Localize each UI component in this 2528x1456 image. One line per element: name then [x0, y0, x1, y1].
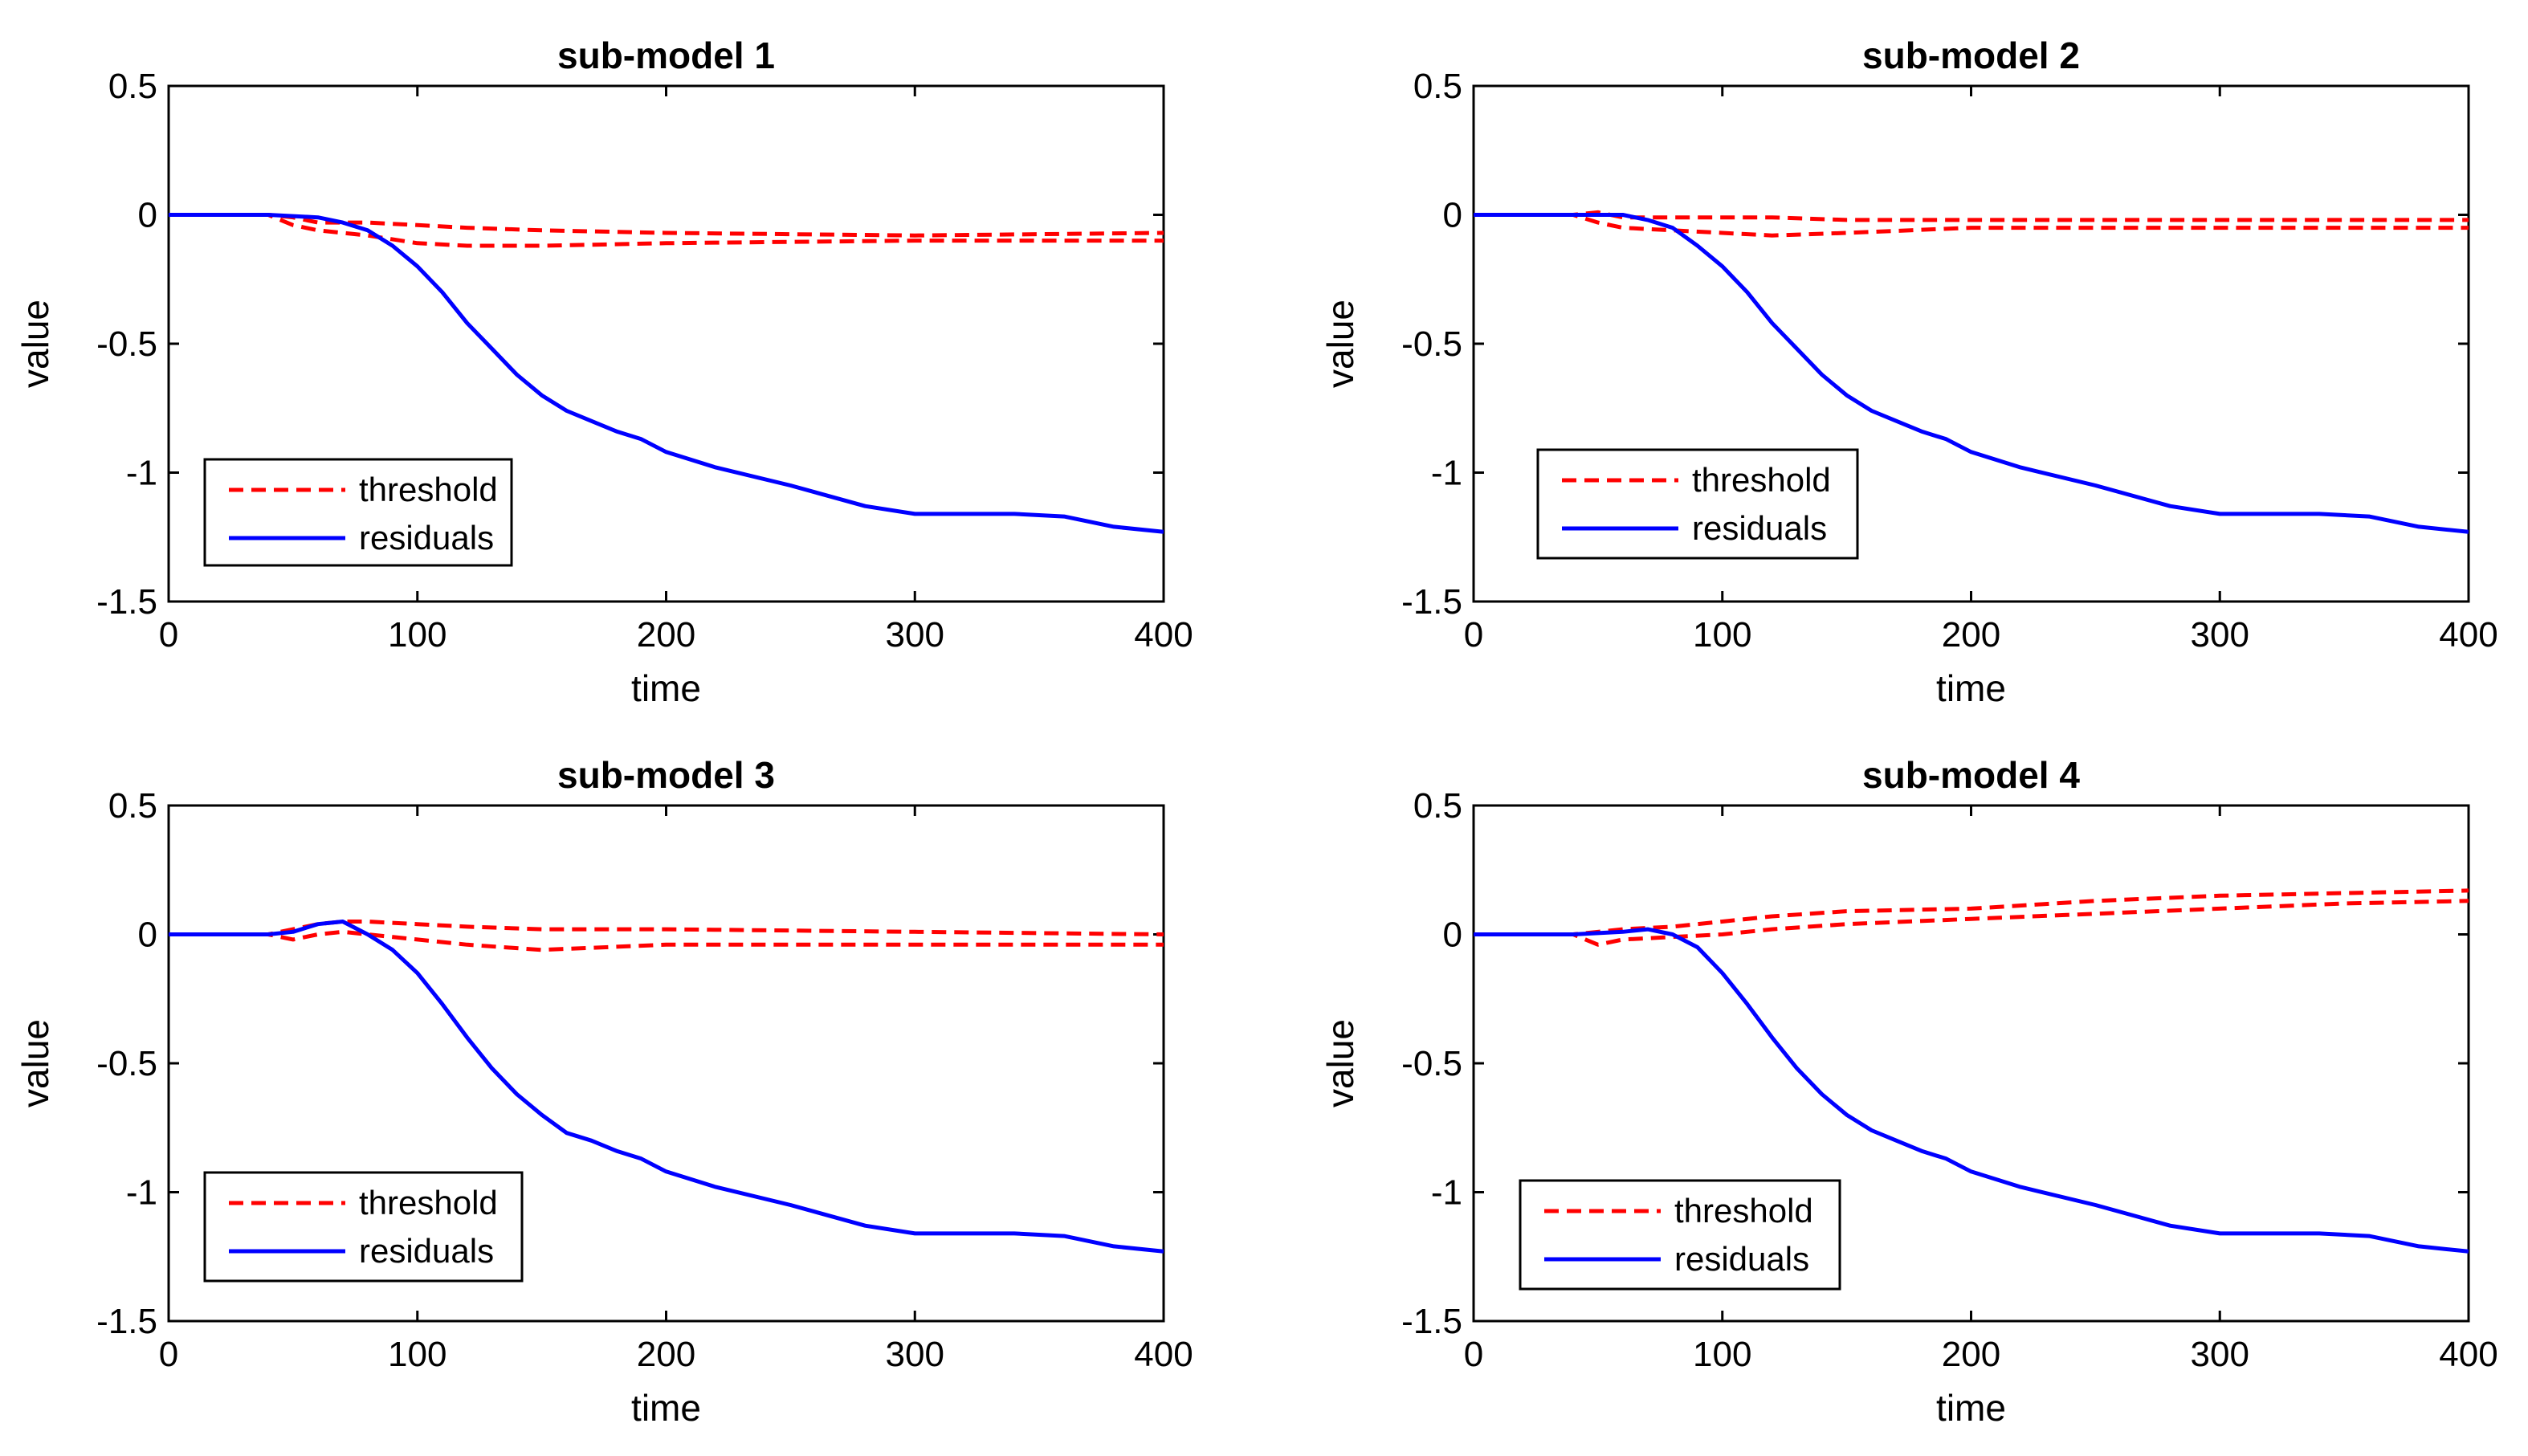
x-tick-label: 300	[886, 1335, 944, 1374]
threshold-line	[1474, 899, 2469, 947]
legend: threshold residuals	[1519, 1179, 1841, 1291]
y-tick-label: -0.5	[1401, 1044, 1462, 1083]
residuals-line	[1474, 213, 2469, 534]
legend-threshold-label: threshold	[359, 471, 498, 508]
y-axis-label: value	[14, 300, 56, 388]
x-axis-label: time	[631, 667, 701, 709]
legend: threshold residuals	[203, 458, 513, 567]
x-tick-label: 400	[1134, 1335, 1193, 1374]
x-axis-label: time	[1936, 1387, 2006, 1429]
series-group	[169, 920, 1164, 1254]
series-group	[1474, 210, 2469, 534]
y-axis-label: value	[1319, 300, 1361, 388]
residuals-line	[169, 920, 1164, 1254]
legend-threshold-label: threshold	[1674, 1192, 1813, 1230]
x-tick-label: 0	[1464, 615, 1483, 655]
y-tick-label: -1	[1431, 1173, 1462, 1213]
chart-title: sub-model 2	[1862, 35, 2080, 76]
chart-title: sub-model 4	[1862, 754, 2080, 796]
series-group	[169, 213, 1164, 534]
chart-panel-3: 0 100 200 300 400 -1.5 -1 -0.5 0 0.5 sub-model 3 ti…	[14, 754, 1193, 1429]
x-tick-label: 300	[2191, 1335, 2249, 1374]
x-tick-label: 0	[1464, 1335, 1483, 1374]
threshold-line	[1474, 213, 2469, 238]
y-tick-label: -0.5	[96, 324, 157, 364]
legend-box	[1536, 448, 1859, 560]
legend-residuals-label: residuals	[359, 1232, 494, 1270]
y-axis-label: value	[14, 1019, 56, 1107]
y-tick-label: -1.5	[1401, 1302, 1462, 1341]
residuals-line	[1474, 927, 2469, 1254]
y-tick-label: 0	[138, 196, 157, 235]
legend-threshold-label: threshold	[359, 1184, 498, 1221]
x-tick-label: 0	[159, 1335, 178, 1374]
legend-residuals-label: residuals	[1674, 1240, 1809, 1278]
x-tick-label: 300	[886, 615, 944, 655]
legend-residuals-label: residuals	[359, 519, 494, 557]
x-tick-label: 400	[1134, 615, 1193, 655]
chart-panel-4: 0 100 200 300 400 -1.5 -1 -0.5 0 0.5 sub-model 4 ti…	[1319, 754, 2498, 1429]
threshold-line	[169, 920, 1164, 936]
x-tick-label: 200	[637, 1335, 695, 1374]
y-tick-label: -1.5	[96, 582, 157, 622]
y-tick-label: -1	[126, 454, 157, 493]
legend: threshold residuals	[1536, 448, 1859, 560]
y-tick-label: 0	[138, 916, 157, 955]
y-tick-label: -0.5	[1401, 324, 1462, 364]
y-tick-label: 0.5	[108, 786, 157, 826]
x-tick-label: 100	[1693, 615, 1751, 655]
x-tick-label: 400	[2439, 615, 2497, 655]
y-tick-label: -0.5	[96, 1044, 157, 1083]
chart-panel-1: 0 100 200 300 400 -1.5 -1 -0.5 0 0.5 sub-model 1 ti…	[14, 35, 1193, 709]
y-tick-label: -1	[126, 1173, 157, 1213]
chart-title: sub-model 3	[557, 754, 775, 796]
y-tick-label: 0.5	[1413, 67, 1462, 106]
y-tick-label: -1.5	[96, 1302, 157, 1341]
y-tick-label: 0.5	[108, 67, 157, 106]
y-tick-label: 0	[1443, 196, 1462, 235]
legend-box	[1519, 1179, 1841, 1291]
y-tick-label: -1.5	[1401, 582, 1462, 622]
x-tick-label: 100	[1693, 1335, 1751, 1374]
y-axis-label: value	[1319, 1019, 1361, 1107]
threshold-line	[169, 929, 1164, 952]
x-tick-label: 0	[159, 615, 178, 655]
x-tick-label: 200	[1942, 1335, 2000, 1374]
series-group	[1474, 888, 2469, 1254]
x-tick-label: 100	[388, 615, 446, 655]
legend: threshold residuals	[203, 1171, 524, 1283]
threshold-line	[1474, 888, 2469, 936]
x-tick-label: 400	[2439, 1335, 2497, 1374]
chart-panel-2: 0 100 200 300 400 -1.5 -1 -0.5 0 0.5 sub-model 2 ti…	[1319, 35, 2498, 709]
x-axis-label: time	[1936, 667, 2006, 709]
chart-title: sub-model 1	[557, 35, 775, 76]
y-tick-label: -1	[1431, 454, 1462, 493]
legend-box	[203, 1171, 524, 1283]
legend-box	[203, 458, 513, 567]
x-tick-label: 300	[2191, 615, 2249, 655]
legend-residuals-label: residuals	[1692, 509, 1827, 547]
legend-threshold-label: threshold	[1692, 461, 1831, 499]
x-tick-label: 200	[637, 615, 695, 655]
x-tick-label: 200	[1942, 615, 2000, 655]
threshold-line	[169, 213, 1164, 248]
residuals-line	[169, 213, 1164, 534]
y-tick-label: 0.5	[1413, 786, 1462, 826]
y-tick-label: 0	[1443, 916, 1462, 955]
x-tick-label: 100	[388, 1335, 446, 1374]
x-axis-label: time	[631, 1387, 701, 1429]
